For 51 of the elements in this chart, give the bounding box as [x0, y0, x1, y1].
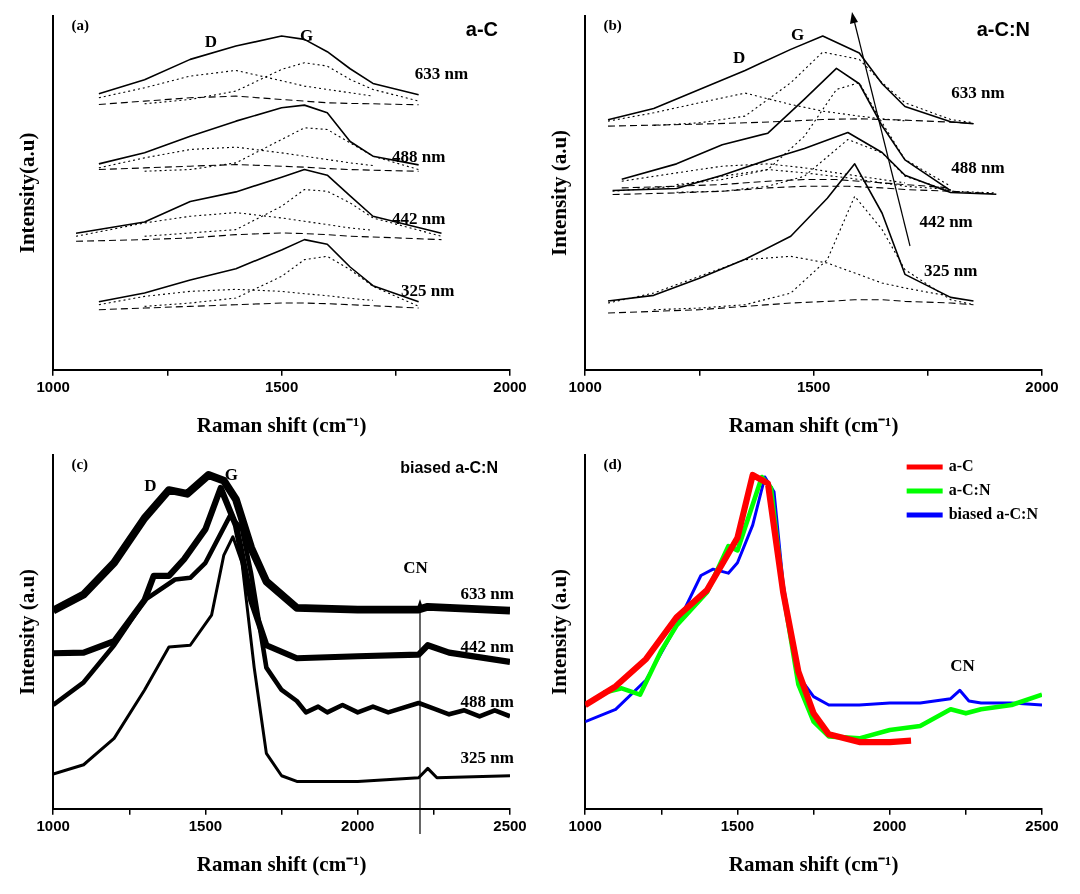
- x-tick-label: 2500: [493, 816, 527, 834]
- annotation: 633 nm: [460, 584, 514, 604]
- annotation: G: [224, 464, 238, 484]
- annotation: CN: [403, 558, 429, 578]
- x-axis-title: Raman shift (cm⁻¹): [728, 851, 899, 876]
- annotation: 488 nm: [460, 691, 514, 711]
- x-tick-label: 2500: [1025, 816, 1059, 834]
- annotation: 325 nm: [460, 747, 514, 767]
- x-tick-label: 1500: [188, 816, 223, 834]
- x-tick-label: 1500: [720, 816, 755, 834]
- x-tick-label: 2000: [493, 377, 527, 395]
- y-axis-title: Intensity (a.u): [547, 568, 572, 695]
- legend-label: a-C:N: [948, 481, 991, 499]
- x-tick-label: 2000: [873, 816, 907, 834]
- annotation: 633 nm: [951, 83, 1005, 103]
- annotation: 325 nm: [401, 281, 455, 301]
- annotation: 442 nm: [460, 636, 514, 656]
- x-tick-label: 1000: [568, 816, 602, 834]
- x-tick-label: 2000: [341, 816, 375, 834]
- y-axis-title: Intensity (a.u): [547, 129, 572, 256]
- annotation: 442 nm: [391, 208, 446, 228]
- x-axis-title: Raman shift (cm⁻¹): [196, 851, 367, 876]
- annotation: 633 nm: [414, 63, 469, 83]
- x-axis-title: Raman shift (cm⁻¹): [196, 412, 367, 437]
- legend-label: biased a-C:N: [948, 505, 1039, 523]
- x-tick-label: 2000: [1025, 377, 1059, 395]
- y-axis-title: Intensity(a.u): [15, 132, 40, 254]
- x-axis-title: Raman shift (cm⁻¹): [728, 412, 899, 437]
- text: (a): [71, 17, 89, 35]
- y-axis-title: Intensity (a.u): [15, 568, 40, 695]
- annotation: D: [144, 475, 157, 495]
- annotation: G: [790, 25, 805, 45]
- x-tick-label: 1500: [264, 377, 299, 395]
- annotation: 488 nm: [951, 157, 1005, 177]
- x-tick-label: 1000: [568, 377, 602, 395]
- annotation: CN: [950, 655, 976, 675]
- x-tick-label: 1000: [36, 377, 70, 395]
- chart-title: a-C:N: [976, 17, 1030, 40]
- x-tick-label: 1500: [796, 377, 831, 395]
- text: (c): [71, 456, 89, 474]
- x-tick-label: 1000: [36, 816, 70, 834]
- annotation: 488 nm: [391, 147, 446, 167]
- annotation: 325 nm: [923, 261, 978, 281]
- text: (d): [603, 456, 622, 474]
- chart-title: biased a-C:N: [400, 459, 498, 477]
- annotation: 442 nm: [919, 212, 973, 232]
- text: (b): [603, 17, 622, 35]
- chart-title: a-C: [465, 17, 498, 40]
- annotation: D: [733, 47, 746, 67]
- legend-label: a-C: [948, 457, 974, 475]
- annotation: D: [204, 31, 217, 51]
